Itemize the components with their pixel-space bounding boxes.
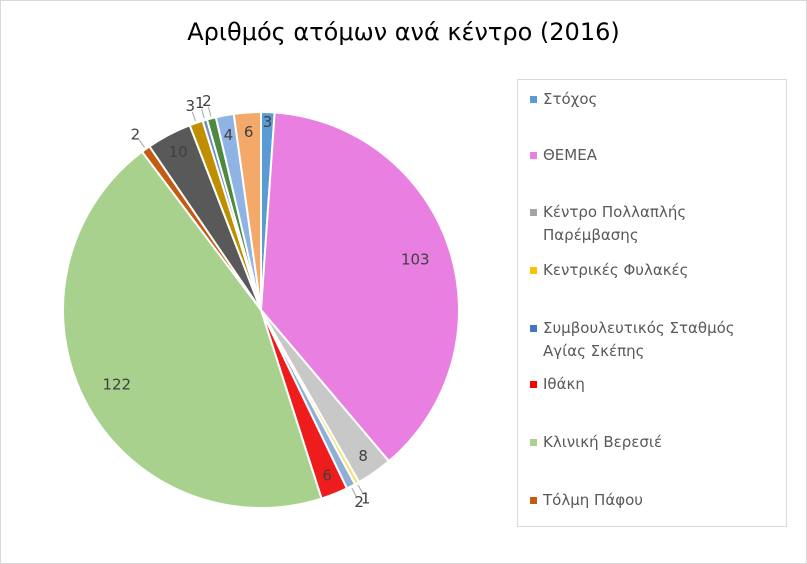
data-label: 3	[186, 97, 196, 115]
leader-line	[357, 484, 364, 494]
data-label: 3	[263, 113, 273, 131]
leader-line	[138, 139, 146, 148]
legend-item-stochos: Στόχος	[530, 88, 780, 111]
data-label: 1	[361, 490, 371, 508]
legend-label: Ιθάκη	[543, 375, 585, 393]
legend-item-symvouleftikos: Συμβουλευτικός Σταθμός Αγίας Σκέπης	[530, 317, 780, 363]
leader-line	[201, 108, 205, 119]
legend-label: ΘΕΜΕΑ	[543, 146, 597, 164]
data-label: 1	[195, 94, 205, 112]
chart-title: Αριθμός ατόμων ανά κέντρο (2016)	[187, 18, 620, 46]
leader-line	[351, 487, 357, 498]
data-label: 4	[224, 126, 234, 144]
data-label: 6	[322, 467, 332, 485]
legend-label: Κεντρικές Φυλακές	[543, 261, 689, 279]
legend-item-kliniki-veresie: Κλινική Βερεσιέ	[530, 431, 780, 454]
data-label: 6	[244, 123, 254, 141]
legend-swatch	[530, 381, 537, 388]
legend-item-tolmi-pafou: Τόλμη Πάφου	[530, 489, 780, 512]
leader-line	[207, 106, 212, 117]
legend-item-themea: ΘΕΜΕΑ	[530, 144, 780, 167]
data-label: 10	[169, 143, 188, 161]
legend-swatch	[530, 209, 537, 216]
data-label: 2	[202, 92, 212, 110]
legend-swatch	[530, 325, 537, 332]
data-label: 103	[401, 251, 430, 269]
leader-line	[191, 111, 196, 122]
legend-label: Συμβουλευτικός Σταθμός Αγίας Σκέπης	[543, 319, 735, 360]
data-label: 8	[358, 447, 368, 465]
legend-label: Τόλμη Πάφου	[543, 491, 643, 509]
pie-slice	[232, 110, 262, 311]
pie-slice	[259, 111, 461, 463]
legend-swatch	[530, 267, 537, 274]
legend-label: Στόχος	[543, 90, 598, 108]
legend-swatch	[530, 152, 537, 159]
legend-label: Κλινική Βερεσιέ	[543, 433, 663, 451]
data-label: 2	[131, 126, 141, 144]
legend-item-ithaki: Ιθάκη	[530, 373, 780, 396]
pie-slice	[62, 150, 323, 509]
legend-swatch	[530, 497, 537, 504]
legend-swatch	[530, 439, 537, 446]
legend-item-kentrikes-fylakes: Κεντρικές Φυλακές	[530, 259, 780, 282]
data-label: 122	[102, 376, 131, 394]
data-label: 2	[354, 493, 364, 511]
chart-legend: Στόχος ΘΕΜΕΑ Κέντρο Πολλαπλής Παρέμβασης…	[517, 79, 787, 527]
legend-item-kentro-pollaplis: Κέντρο Πολλαπλής Παρέμβασης	[530, 201, 780, 247]
legend-swatch	[530, 96, 537, 103]
legend-label: Κέντρο Πολλαπλής Παρέμβασης	[543, 203, 687, 244]
